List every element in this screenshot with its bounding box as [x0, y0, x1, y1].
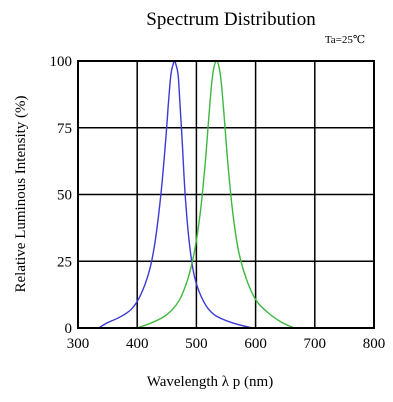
x-axis-label: Wavelength λ p (nm) — [147, 374, 273, 390]
y-tick-label-100: 100 — [50, 54, 73, 70]
plot-frame — [77, 60, 375, 329]
x-tick-label-300: 300 — [67, 336, 90, 352]
chart-title: Spectrum Distribution — [146, 9, 316, 30]
x-tick-label-800: 800 — [363, 336, 386, 352]
y-tick-label-25: 25 — [57, 254, 72, 270]
x-tick-label-400: 400 — [126, 336, 149, 352]
y-tick-label-50: 50 — [57, 188, 72, 204]
y-tick-label-0: 0 — [65, 321, 73, 337]
grid — [78, 61, 374, 328]
x-tick-label-700: 700 — [304, 336, 327, 352]
x-tick-label-600: 600 — [244, 336, 267, 352]
y-axis-label: Relative Luminous Intensity (%) — [13, 95, 29, 292]
tick-labels: 300 400 500 600 700 800 0 25 50 75 100 — [50, 54, 386, 352]
temperature-note: Ta=25℃ — [325, 34, 365, 46]
x-tick-label-500: 500 — [185, 336, 208, 352]
y-tick-label-75: 75 — [57, 121, 72, 137]
